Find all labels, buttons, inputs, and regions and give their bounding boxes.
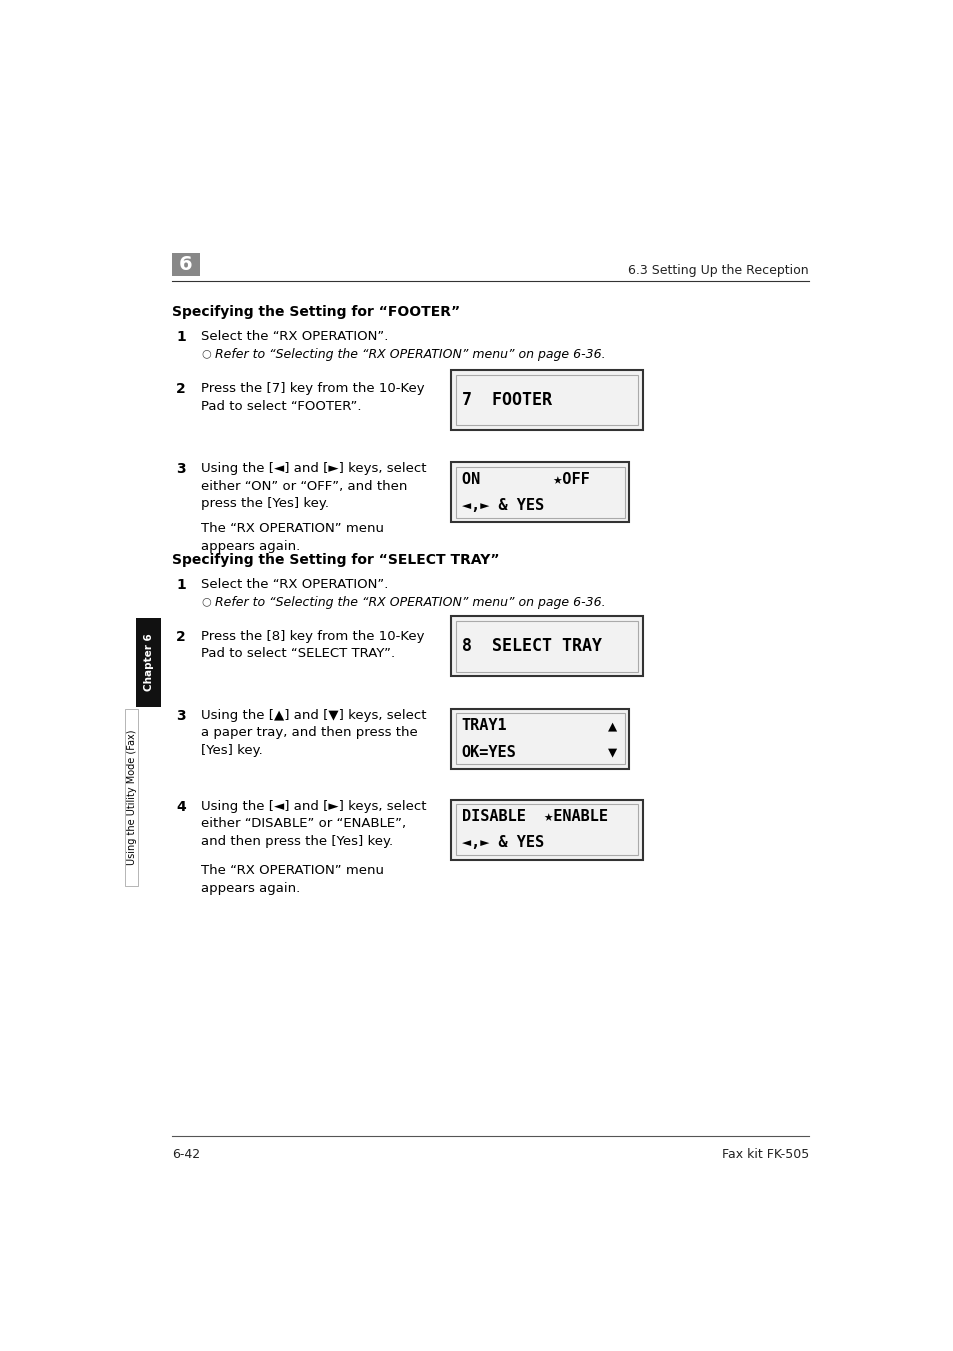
FancyBboxPatch shape [451,616,642,677]
Text: Press the [7] key from the 10-Key
Pad to select “FOOTER”.: Press the [7] key from the 10-Key Pad to… [201,381,425,412]
FancyBboxPatch shape [136,617,161,708]
Text: 1: 1 [176,330,186,345]
Text: 6: 6 [179,255,193,274]
FancyBboxPatch shape [456,374,638,426]
Text: Using the [◄] and [►] keys, select
either “ON” or “OFF”, and then
press the [Yes: Using the [◄] and [►] keys, select eithe… [201,462,426,511]
FancyBboxPatch shape [456,621,638,671]
Text: DISABLE  ★ENABLE: DISABLE ★ENABLE [461,809,607,824]
Text: 6.3 Setting Up the Reception: 6.3 Setting Up the Reception [628,265,808,277]
Text: 8  SELECT TRAY: 8 SELECT TRAY [461,638,601,655]
Text: The “RX OPERATION” menu
appears again.: The “RX OPERATION” menu appears again. [201,523,384,553]
Text: ▼: ▼ [607,744,617,759]
Text: The “RX OPERATION” menu
appears again.: The “RX OPERATION” menu appears again. [201,865,384,894]
FancyBboxPatch shape [172,253,199,276]
Text: Select the “RX OPERATION”.: Select the “RX OPERATION”. [201,330,389,343]
Text: Refer to “Selecting the “RX OPERATION” menu” on page 6-36.: Refer to “Selecting the “RX OPERATION” m… [215,596,605,609]
Text: ◄,► & YES: ◄,► & YES [461,835,543,850]
Text: 1: 1 [176,578,186,592]
Text: Press the [8] key from the 10-Key
Pad to select “SELECT TRAY”.: Press the [8] key from the 10-Key Pad to… [201,630,424,661]
Text: Using the [▲] and [▼] keys, select
a paper tray, and then press the
[Yes] key.: Using the [▲] and [▼] keys, select a pap… [201,709,426,757]
FancyBboxPatch shape [456,713,624,765]
FancyBboxPatch shape [451,800,642,859]
FancyBboxPatch shape [456,804,638,855]
Text: Specifying the Setting for “SELECT TRAY”: Specifying the Setting for “SELECT TRAY” [172,554,499,567]
Text: 7  FOOTER: 7 FOOTER [461,390,551,409]
Text: Specifying the Setting for “FOOTER”: Specifying the Setting for “FOOTER” [172,304,459,319]
FancyBboxPatch shape [456,467,624,517]
Text: ○: ○ [201,349,211,358]
Text: ◄,► & YES: ◄,► & YES [461,499,543,513]
Text: 3: 3 [176,462,186,477]
FancyBboxPatch shape [451,370,642,430]
Text: 3: 3 [176,709,186,723]
Text: 4: 4 [176,800,186,813]
Text: Using the Utility Mode (Fax): Using the Utility Mode (Fax) [127,730,136,865]
Text: 2: 2 [176,630,186,643]
Text: ▲: ▲ [607,719,617,734]
Text: 2: 2 [176,381,186,396]
Text: ○: ○ [201,596,211,607]
Text: OK=YES: OK=YES [461,744,516,759]
Text: Chapter 6: Chapter 6 [144,634,153,692]
Text: ON        ★OFF: ON ★OFF [461,471,589,486]
FancyBboxPatch shape [125,709,137,886]
FancyBboxPatch shape [451,462,629,523]
Text: Using the [◄] and [►] keys, select
either “DISABLE” or “ENABLE”,
and then press : Using the [◄] and [►] keys, select eithe… [201,800,426,847]
Text: TRAY1: TRAY1 [461,719,507,734]
FancyBboxPatch shape [451,709,629,769]
Text: Fax kit FK-505: Fax kit FK-505 [721,1148,808,1161]
Text: Refer to “Selecting the “RX OPERATION” menu” on page 6-36.: Refer to “Selecting the “RX OPERATION” m… [215,349,605,362]
Text: Select the “RX OPERATION”.: Select the “RX OPERATION”. [201,578,389,590]
Text: 6-42: 6-42 [172,1148,200,1161]
